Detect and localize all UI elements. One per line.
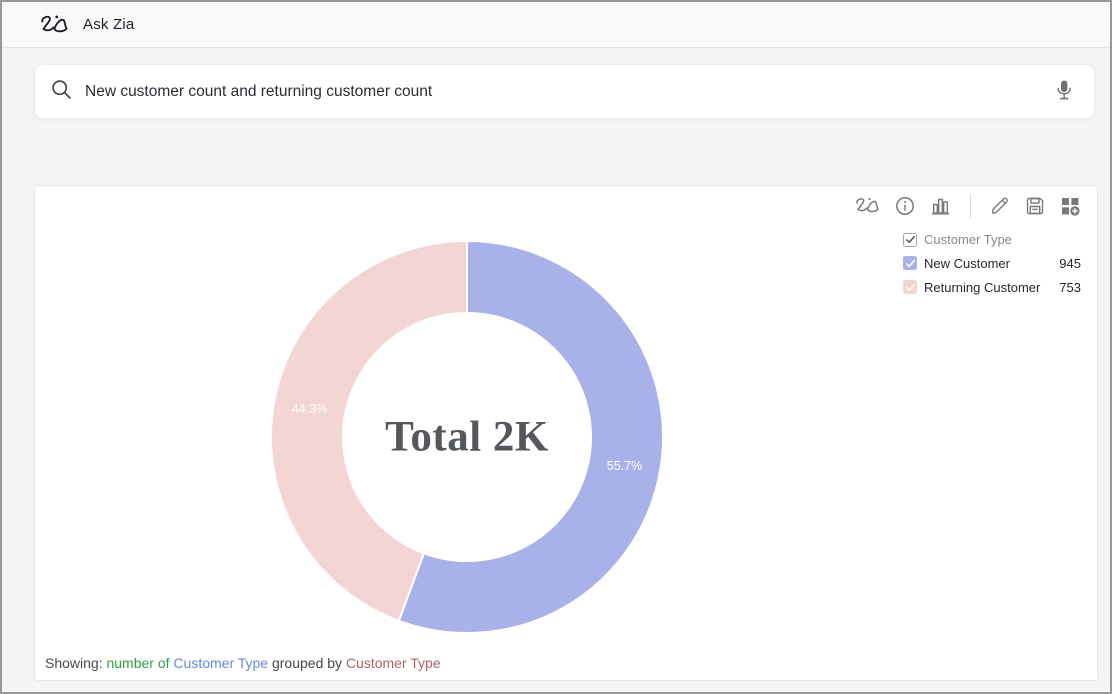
legend-item-returning-customer[interactable]: Returning Customer 753 — [903, 275, 1081, 299]
microphone-icon[interactable] — [1052, 76, 1076, 107]
ask-zia-query-input[interactable] — [85, 82, 1052, 101]
donut-chart: 55.7% 44.3% — [270, 239, 664, 634]
search-icon — [51, 79, 72, 105]
edit-icon[interactable] — [989, 195, 1011, 217]
legend-title: Customer Type — [924, 232, 1012, 247]
legend-label: Returning Customer — [924, 279, 1041, 295]
search-bar — [34, 64, 1095, 119]
slice-percent-label: 55.7% — [607, 459, 642, 473]
legend-select-all-checkbox[interactable] — [903, 232, 917, 247]
donut-slice-returning-customer[interactable] — [270, 239, 468, 623]
legend-header-customer-type[interactable]: Customer Type — [903, 228, 1081, 251]
chart-toolbar — [855, 194, 1081, 218]
chart-panel: Customer Type New Customer 945 Returning… — [34, 185, 1098, 681]
legend-checkbox-new-customer[interactable] — [903, 256, 917, 270]
group-field-link[interactable]: Customer Type — [345, 655, 441, 671]
grouped-by-label: grouped by — [271, 655, 343, 671]
info-icon[interactable] — [894, 195, 916, 217]
toolbar-divider — [970, 194, 971, 218]
legend-checkbox-returning-customer[interactable] — [903, 280, 917, 294]
slice-percent-label: 44.3% — [292, 402, 327, 416]
donut-slice-new-customer[interactable] — [397, 239, 664, 634]
chart-type-icon[interactable] — [929, 195, 952, 217]
chart-legend: Customer Type New Customer 945 Returning… — [903, 228, 1081, 299]
legend-value: 945 — [1059, 255, 1081, 271]
legend-label: New Customer — [924, 255, 1010, 271]
legend-value: 753 — [1059, 279, 1081, 295]
app-header: Ask Zia — [2, 2, 1110, 48]
aggregate-link[interactable]: number of — [106, 655, 170, 671]
showing-label: Showing: — [45, 655, 103, 671]
legend-item-new-customer[interactable]: New Customer 945 — [903, 251, 1081, 275]
chart-footer: Showing: number of Customer Type grouped… — [45, 655, 441, 671]
page-title: Ask Zia — [83, 16, 135, 33]
save-icon[interactable] — [1024, 195, 1046, 217]
zia-logo-icon — [40, 13, 70, 37]
zia-insights-icon[interactable] — [855, 196, 881, 216]
add-to-dashboard-icon[interactable] — [1059, 195, 1081, 217]
measure-field-link[interactable]: Customer Type — [173, 655, 269, 671]
